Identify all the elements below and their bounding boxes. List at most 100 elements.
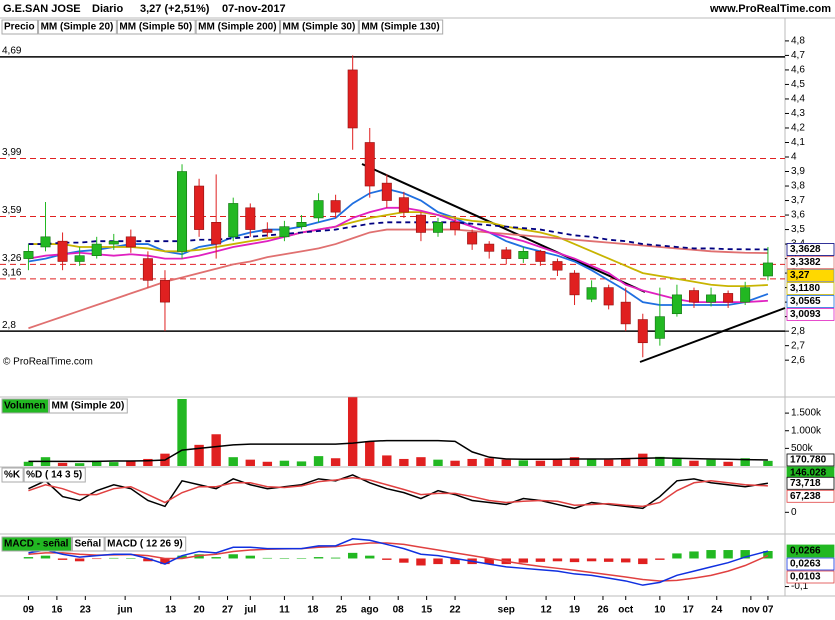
x-tick-label: 16 <box>51 605 63 616</box>
candle-body <box>381 182 392 201</box>
value-label: 0,0103 <box>790 572 821 583</box>
candle-body <box>313 200 324 219</box>
legend-box <box>71 536 105 552</box>
candle-body <box>262 229 273 233</box>
y-tick-label: 4,5 <box>791 79 805 90</box>
bar <box>603 558 614 562</box>
value-box <box>786 476 835 490</box>
bar <box>382 455 392 466</box>
bar <box>74 558 85 562</box>
x-tick-label: 11 <box>279 605 290 616</box>
bar <box>109 557 119 559</box>
bar <box>313 456 324 466</box>
legend-item: %D ( 14 3 5) <box>26 470 82 481</box>
bar <box>450 558 460 565</box>
bar <box>450 460 460 466</box>
line-series <box>28 228 768 330</box>
y-tick-label: 3,8 <box>791 181 805 192</box>
value-box <box>786 570 835 584</box>
legend-box <box>38 19 117 35</box>
value-label: 3,27 <box>790 270 810 281</box>
x-tick-label: sep <box>498 605 515 616</box>
legend-box <box>1 536 72 552</box>
line-series <box>28 439 768 463</box>
bar <box>416 457 426 466</box>
line-series <box>28 206 768 304</box>
trend-line <box>361 163 646 293</box>
y-tick-label: -0,1 <box>791 581 809 592</box>
bar <box>109 462 119 466</box>
x-tick-label: nov <box>742 605 760 616</box>
line-series <box>28 476 768 508</box>
candle-body <box>245 207 256 230</box>
value-box <box>786 308 835 321</box>
candle-body <box>433 222 444 233</box>
value-box <box>786 557 835 571</box>
candle-body <box>398 197 409 213</box>
candle-body <box>347 69 358 129</box>
bar <box>262 461 273 466</box>
line-series <box>28 188 769 306</box>
candle-body <box>569 272 580 296</box>
candle-body <box>364 142 375 187</box>
bar <box>672 458 682 466</box>
trend-line <box>639 307 786 363</box>
y-tick-label: 1.500k <box>791 408 822 419</box>
legend-box <box>116 19 196 35</box>
x-tick-label: 26 <box>597 605 609 616</box>
bar <box>621 458 631 466</box>
bar <box>330 458 341 466</box>
bar <box>433 459 443 466</box>
bar <box>279 558 290 559</box>
bar <box>279 460 290 466</box>
bar <box>535 558 546 562</box>
change: 3,27 (+2,51%) <box>140 3 210 15</box>
candle-body <box>586 287 597 300</box>
legend-box <box>23 467 86 483</box>
candle-body <box>23 251 34 259</box>
bar <box>160 558 170 565</box>
x-tick-label: 24 <box>711 605 723 616</box>
legend-item: MM (Simple 20) <box>51 401 124 412</box>
x-tick-label: 07 <box>762 605 774 616</box>
x-tick-label: 20 <box>194 605 206 616</box>
y-tick-label: 4,3 <box>791 108 805 119</box>
value-label: 170.780 <box>790 455 827 466</box>
candle-body <box>762 262 773 277</box>
bar <box>126 461 136 466</box>
bar <box>143 458 153 466</box>
bar <box>740 550 750 559</box>
bar <box>245 555 255 559</box>
legend-box <box>1 19 39 35</box>
candle-body <box>177 171 188 252</box>
value-box <box>786 282 835 295</box>
bar <box>416 558 426 566</box>
bar <box>194 444 204 466</box>
y-tick-label: 1.000k <box>791 425 822 436</box>
candle-body <box>415 214 426 233</box>
candle-body <box>484 243 495 252</box>
value-box <box>786 243 835 256</box>
candle-body <box>142 258 153 281</box>
bar <box>92 460 102 466</box>
value-label: 3,3382 <box>790 257 821 268</box>
y-tick-label: 3,7 <box>791 195 805 206</box>
bar <box>399 458 409 466</box>
y-tick-label: 4,6 <box>791 65 805 76</box>
bar <box>382 558 392 560</box>
line-series <box>28 221 768 251</box>
bar <box>399 558 409 563</box>
candle-body <box>108 240 119 245</box>
candle-body <box>296 222 307 227</box>
y-tick-label: 3,6 <box>791 210 805 221</box>
bar <box>621 558 631 563</box>
line-series <box>28 542 769 582</box>
line-series <box>28 474 769 510</box>
bar <box>74 463 85 466</box>
x-tick-label: 22 <box>450 605 462 616</box>
y-tick-label: 4,2 <box>791 123 805 134</box>
value-box <box>786 544 835 558</box>
legend-item: Volumen <box>4 401 45 412</box>
x-tick-label: 15 <box>421 605 433 616</box>
bar <box>763 460 773 466</box>
